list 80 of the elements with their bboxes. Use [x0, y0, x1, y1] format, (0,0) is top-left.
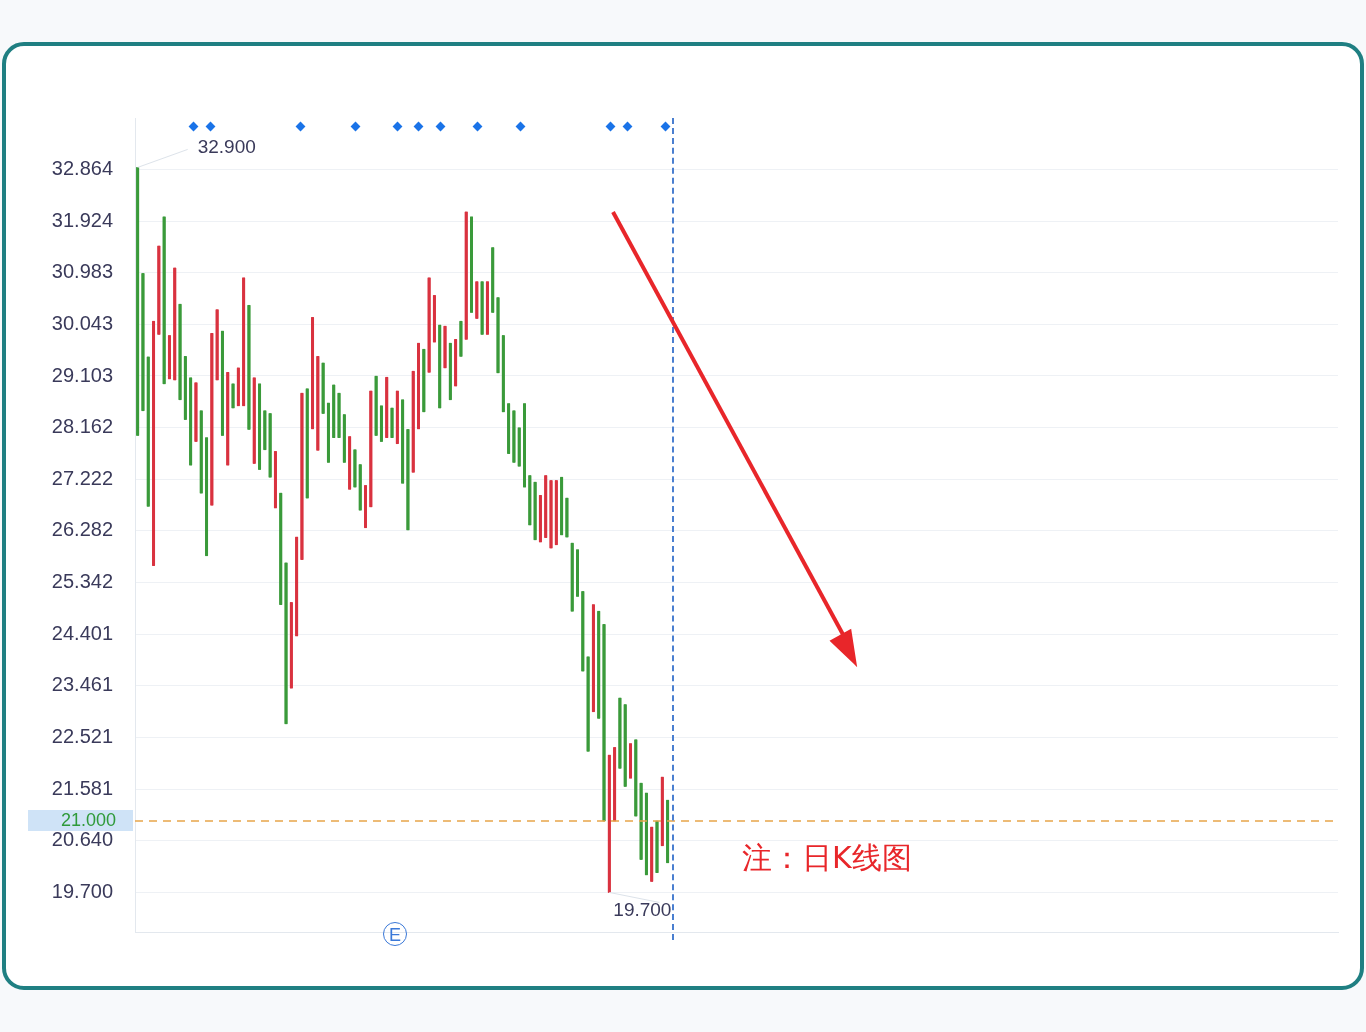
y-tick-label: 26.282	[51, 518, 113, 541]
candlestick	[141, 273, 145, 412]
candlestick	[263, 410, 267, 451]
candlestick	[268, 413, 272, 478]
candlestick	[215, 309, 219, 381]
candlestick	[199, 410, 203, 494]
candlestick	[252, 377, 256, 464]
candlestick	[597, 610, 601, 719]
candlestick	[358, 464, 362, 511]
candlestick	[491, 247, 495, 313]
annotation: 32.900	[197, 135, 256, 157]
candlestick	[369, 390, 373, 508]
candlestick	[422, 348, 426, 413]
candlestick	[438, 324, 442, 409]
candlestick	[544, 475, 548, 538]
candlestick	[194, 382, 198, 442]
candlestick	[565, 497, 569, 538]
candlestick	[374, 375, 378, 436]
candlestick	[602, 624, 606, 822]
candlestick	[390, 407, 394, 438]
candlestick	[146, 356, 150, 507]
y-tick-label: 25.342	[51, 570, 113, 593]
y-tick-label: 32.864	[51, 156, 113, 179]
candlestick	[459, 320, 463, 357]
y-tick-label: 21.581	[51, 776, 113, 799]
candlestick	[385, 376, 389, 438]
candlestick	[337, 392, 341, 438]
candlestick	[496, 297, 500, 374]
candlestick	[406, 429, 410, 531]
annotation: 注：日K线图	[742, 839, 912, 877]
candlestick	[279, 492, 283, 605]
candlestick	[427, 277, 431, 373]
y-tick-label: 31.924	[51, 208, 113, 231]
candlestick	[623, 704, 627, 787]
annotation: 19.700	[613, 898, 672, 920]
y-tick-label: 30.043	[51, 311, 113, 334]
candlestick	[332, 384, 336, 438]
candlestick	[549, 480, 553, 549]
y-tick-label: 22.521	[51, 725, 113, 748]
candlestick	[586, 656, 590, 752]
candlestick	[162, 216, 166, 385]
y-tick-label: 23.461	[51, 673, 113, 696]
y-tick-label: 27.222	[51, 466, 113, 489]
y-tick-label: 28.162	[51, 415, 113, 438]
y-tick-label: 29.103	[51, 363, 113, 386]
candlestick	[618, 697, 622, 769]
ref-line-label: 21.000	[60, 810, 116, 831]
candlestick	[300, 392, 304, 560]
y-tick-label: 20.640	[51, 828, 113, 851]
candlestick	[247, 304, 251, 430]
candlestick	[353, 449, 357, 488]
candlestick	[157, 245, 161, 335]
candlestick	[226, 371, 230, 466]
candlestick	[210, 332, 214, 506]
candlestick	[655, 820, 659, 874]
candlestick	[443, 325, 447, 369]
y-tick-label: 30.983	[51, 260, 113, 283]
candlestick	[480, 281, 484, 335]
candlestick	[321, 362, 325, 414]
candlestick	[305, 388, 309, 499]
candlestick	[517, 427, 521, 467]
candlestick	[464, 211, 468, 340]
candlestick	[475, 281, 479, 319]
y-tick-label: 19.700	[51, 879, 113, 902]
y-tick-label: 24.401	[51, 621, 113, 644]
candlestick	[284, 562, 288, 725]
candlestick	[178, 303, 182, 401]
annotation: E	[383, 922, 407, 946]
candlestick	[411, 370, 415, 473]
candlestick	[639, 782, 643, 860]
candlestick	[581, 591, 585, 672]
candlestick	[533, 481, 537, 541]
candlestick	[512, 410, 516, 463]
candlestick	[173, 267, 177, 381]
candlestick	[231, 383, 235, 409]
candlestick	[634, 739, 638, 817]
candlestick	[528, 475, 532, 526]
candlestick	[570, 542, 574, 612]
candlestick	[650, 826, 654, 882]
candlestick	[316, 356, 320, 451]
